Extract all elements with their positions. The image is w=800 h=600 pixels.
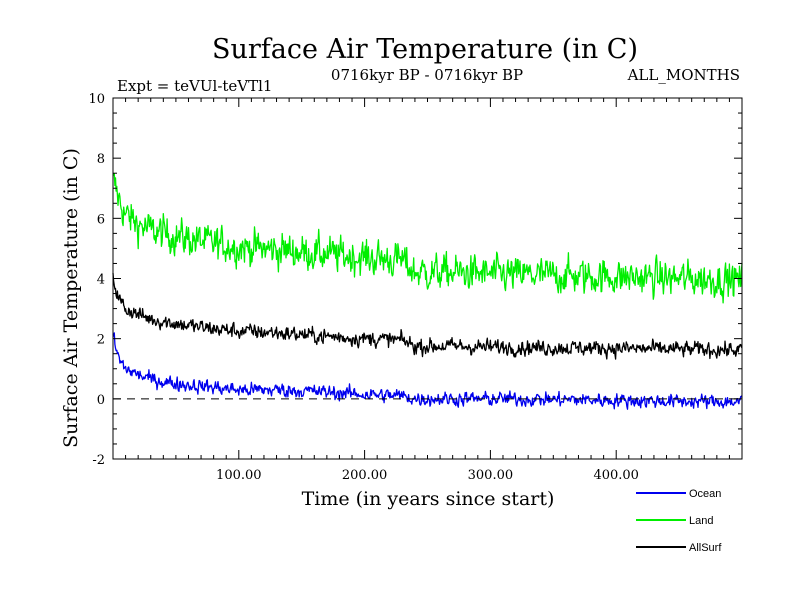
legend-label-allsurf: AllSurf bbox=[689, 542, 722, 554]
x-tick-label: 100.00 bbox=[216, 468, 262, 483]
y-axis-label: Surface Air Temperature (in C) bbox=[60, 148, 82, 448]
plot-frame bbox=[112, 97, 743, 460]
x-tick-label: 300.00 bbox=[468, 468, 514, 483]
y-tick-label: -2 bbox=[92, 453, 105, 468]
y-tick-label: 0 bbox=[97, 393, 105, 408]
legend-label-land: Land bbox=[689, 515, 713, 527]
x-tick-label: 400.00 bbox=[593, 468, 639, 483]
series-layer bbox=[112, 173, 743, 410]
series-line-land bbox=[112, 173, 743, 304]
x-axis-label: Time (in years since start) bbox=[302, 488, 555, 510]
season-label: ALL_MONTHS bbox=[627, 66, 740, 84]
period-label: 0716kyr BP - 0716kyr BP bbox=[331, 66, 523, 84]
y-tick-label: 8 bbox=[97, 152, 105, 167]
y-tick-label: 4 bbox=[97, 273, 105, 288]
legend: Ocean Land AllSurf bbox=[636, 488, 722, 554]
series-line-allsurf bbox=[112, 273, 743, 360]
x-tick-label: 200.00 bbox=[342, 468, 388, 483]
y-tick-label: 2 bbox=[97, 333, 105, 348]
y-tick-label: 6 bbox=[97, 212, 105, 227]
y-tick-label: 10 bbox=[88, 92, 105, 107]
axis-ticks: -2 0 2 4 6 8 10 100.00 200.00 300.00 400.00 bbox=[88, 92, 742, 483]
series-line-ocean bbox=[112, 332, 743, 410]
legend-label-ocean: Ocean bbox=[689, 488, 721, 500]
expt-label: Expt = teVUl-teVTl1 bbox=[117, 77, 272, 95]
chart-title: Surface Air Temperature (in C) bbox=[212, 34, 638, 65]
